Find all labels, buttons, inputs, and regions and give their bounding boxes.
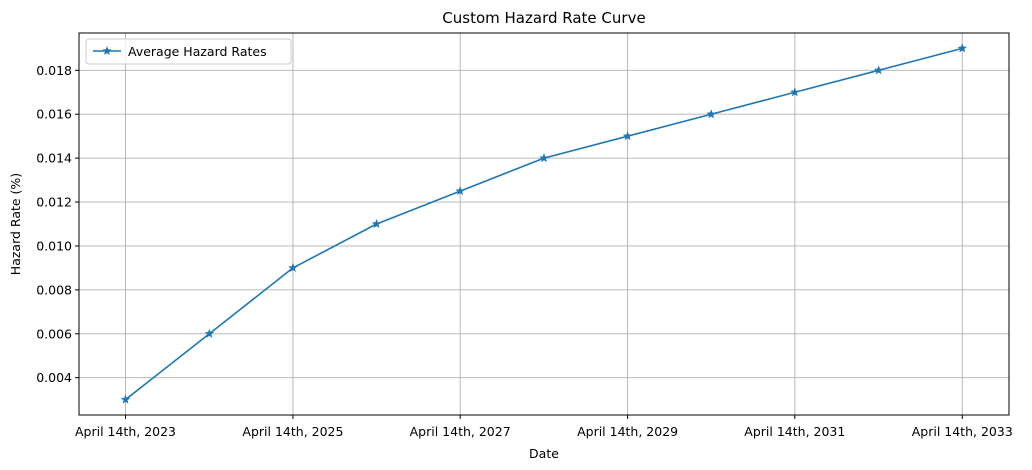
data-point-marker — [957, 43, 968, 53]
data-point-marker — [371, 219, 382, 229]
y-tick-label: 0.004 — [36, 370, 72, 385]
plot-frame — [78, 32, 1010, 416]
x-tick-label: April 14th, 2031 — [744, 424, 845, 439]
legend: Average Hazard Rates — [85, 38, 292, 65]
y-tick-label: 0.018 — [36, 63, 72, 78]
y-axis-label: Hazard Rate (%) — [8, 173, 23, 275]
y-tick-label: 0.008 — [36, 282, 72, 297]
data-point-marker — [120, 394, 131, 404]
x-tick-label: April 14th, 2029 — [577, 424, 678, 439]
y-tick-label: 0.006 — [36, 326, 72, 341]
data-point-marker — [204, 328, 215, 338]
series-layer — [120, 43, 968, 404]
axis-ticks: 0.004 0.006 0.008 0.010 0.012 0.014 0.016 0.018… — [36, 63, 1013, 439]
x-tick-label: April 14th, 2033 — [912, 424, 1013, 439]
data-point-marker — [539, 153, 549, 163]
legend-box — [85, 38, 292, 65]
x-tick-label: April 14th, 2023 — [75, 424, 176, 439]
legend-marker — [102, 46, 112, 56]
y-tick-label: 0.016 — [36, 107, 72, 122]
y-tick-label: 0.012 — [36, 195, 72, 210]
x-tick-label: April 14th, 2027 — [410, 424, 511, 439]
data-point-marker — [622, 131, 633, 141]
grid-lines — [79, 33, 1009, 415]
data-point-marker — [873, 65, 884, 75]
data-point-marker — [790, 87, 800, 97]
data-point-marker — [455, 186, 465, 196]
x-axis-label: Date — [529, 446, 559, 461]
y-tick-label: 0.010 — [36, 238, 72, 253]
chart-title: Custom Hazard Rate Curve — [442, 9, 645, 27]
legend-entry-label: Average Hazard Rates — [128, 44, 267, 59]
y-tick-label: 0.014 — [36, 151, 72, 166]
data-point-marker — [288, 262, 298, 272]
data-point-marker — [706, 109, 716, 119]
x-tick-label: April 14th, 2025 — [242, 424, 343, 439]
series-line — [125, 47, 963, 401]
